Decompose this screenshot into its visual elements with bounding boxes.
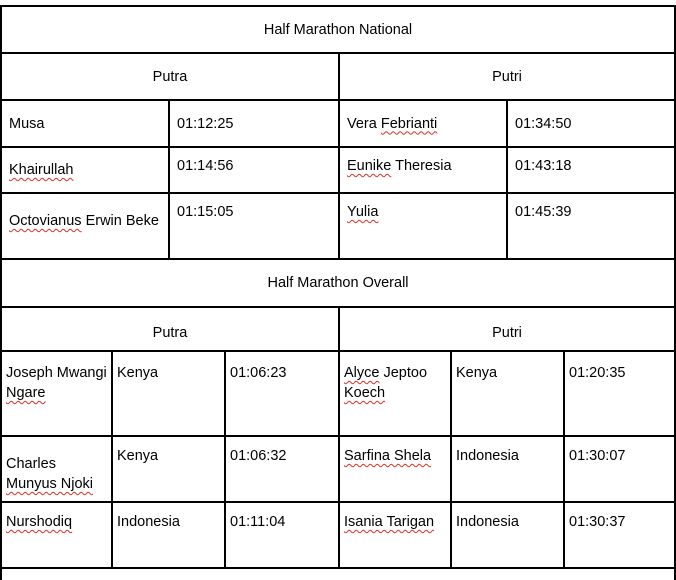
overall-putra-name-1: Joseph Mwangi Ngare <box>6 365 107 401</box>
overall-putra-time-3: 01:11:04 <box>230 514 286 530</box>
national-putra-name-2: Khairullah <box>9 162 74 178</box>
overall-putri-name-1: Alyce Jeptoo Koech <box>344 365 428 401</box>
overall-putri-country-3: Indonesia <box>456 514 519 530</box>
overall-putra-country-3: Indonesia <box>117 514 180 530</box>
national-putra-name-1: Musa <box>9 115 45 132</box>
overall-title: Half Marathon Overall <box>267 275 409 291</box>
national-putra-time-3: 01:15:05 <box>177 204 234 220</box>
national-putri-name-3: Yulia <box>347 204 379 220</box>
overall-putra-time-1: 01:06:23 <box>230 365 287 381</box>
overall-putri-name-2: Sarfina Shela <box>344 448 432 464</box>
national-putra-name-3: Octovianus Erwin Beke <box>9 213 159 229</box>
overall-putri-country-1: Kenya <box>456 365 498 381</box>
overall-putri-header: Putri <box>492 325 522 341</box>
national-title: Half Marathon National <box>263 21 413 38</box>
national-putra-time-2: 01:14:56 <box>177 158 234 174</box>
overall-putra-country-2: Kenya <box>117 448 159 464</box>
national-putri-time-2: 01:43:18 <box>515 158 572 174</box>
national-putra-time-1: 01:12:25 <box>177 115 234 132</box>
overall-putri-time-2: 01:30:07 <box>569 448 626 464</box>
national-putri-name-1: Vera Febrianti <box>347 115 438 132</box>
national-putri-time-1: 01:34:50 <box>515 115 572 132</box>
national-putri-time-3: 01:45:39 <box>515 204 572 220</box>
overall-putra-time-2: 01:06:32 <box>230 448 287 464</box>
overall-putri-time-1: 01:20:35 <box>569 365 626 381</box>
national-putri-header: Putri <box>492 68 522 85</box>
overall-putri-country-2: Indonesia <box>456 448 519 464</box>
national-putri-name-2: Eunike Theresia <box>347 158 452 174</box>
overall-putri-name-3: Isania Tarigan <box>344 514 435 530</box>
overall-putra-header: Putra <box>152 325 188 341</box>
overall-putra-name-3: Nurshodiq <box>6 514 73 530</box>
overall-putra-country-1: Kenya <box>117 365 159 381</box>
national-putra-header: Putra <box>152 68 188 85</box>
overall-putra-name-2: Charles Munyus Njoki <box>6 456 94 492</box>
overall-putri-time-3: 01:30:37 <box>569 514 626 530</box>
